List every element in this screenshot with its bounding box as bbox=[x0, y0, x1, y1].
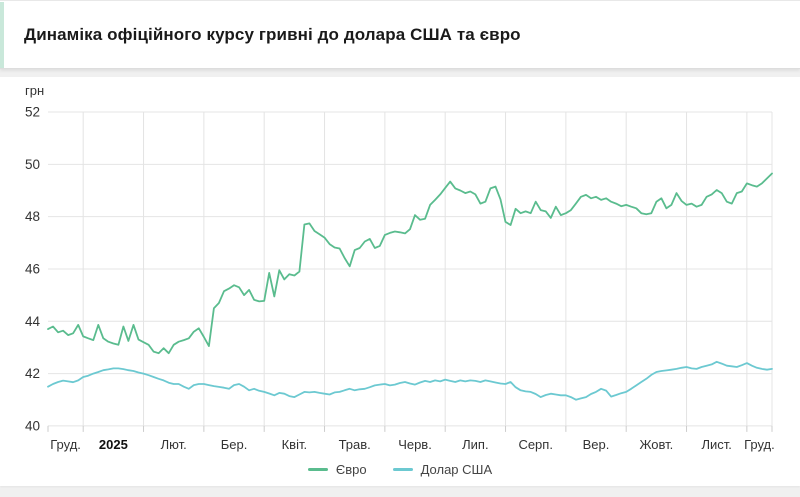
chart-card: 52 50 48 46 44 42 40 грн Груд. 2025 Лют. Бер. Квіт. Т… bbox=[0, 77, 800, 486]
y-axis-unit-label: грн bbox=[25, 83, 44, 98]
title-card: Динаміка офіційного курсу гривні до дола… bbox=[0, 0, 800, 69]
y-tick-label: 50 bbox=[25, 157, 40, 172]
legend-item-usd[interactable]: Долар США bbox=[392, 462, 493, 477]
x-tick-label: Вер. bbox=[583, 437, 610, 452]
y-tick-label: 42 bbox=[25, 366, 40, 381]
legend-label-euro: Євро bbox=[335, 462, 367, 477]
y-tick-label: 48 bbox=[25, 209, 40, 224]
usd-line bbox=[47, 360, 773, 401]
y-tick-label: 40 bbox=[25, 418, 40, 433]
chart-legend: Євро Долар США bbox=[0, 462, 800, 477]
x-tick-label: Груд. bbox=[50, 437, 81, 452]
legend-label-usd: Долар США bbox=[420, 462, 493, 477]
x-tick-label: Лист. bbox=[701, 437, 731, 452]
x-tick-label: Груд. bbox=[744, 437, 775, 452]
x-tick-label: 2025 bbox=[99, 437, 128, 452]
y-axis-labels: 52 50 48 46 44 42 40 bbox=[25, 105, 41, 434]
x-axis-ticks bbox=[47, 425, 773, 432]
exchange-rate-chart: 52 50 48 46 44 42 40 грн Груд. 2025 Лют. Бер. Квіт. Т… bbox=[25, 83, 775, 452]
y-tick-label: 44 bbox=[25, 314, 41, 329]
euro-line bbox=[47, 172, 773, 355]
euro-line-swatch bbox=[307, 468, 328, 471]
usd-line-swatch bbox=[392, 468, 413, 471]
grid-lines bbox=[48, 111, 773, 427]
x-axis-labels: Груд. 2025 Лют. Бер. Квіт. Трав. Черв. Лип. Серп… bbox=[50, 437, 775, 452]
legend-item-euro[interactable]: Євро bbox=[307, 462, 367, 477]
page-title: Динаміка офіційного курсу гривні до дола… bbox=[24, 24, 521, 44]
x-tick-label: Серп. bbox=[518, 437, 553, 452]
x-tick-label: Жовт. bbox=[639, 437, 673, 452]
x-tick-label: Лют. bbox=[161, 437, 187, 452]
x-tick-label: Лип. bbox=[462, 437, 488, 452]
y-tick-label: 52 bbox=[25, 105, 40, 120]
x-tick-label: Трав. bbox=[339, 437, 371, 452]
y-tick-label: 46 bbox=[25, 261, 40, 276]
x-tick-label: Квіт. bbox=[282, 437, 308, 452]
title-accent-bar bbox=[0, 2, 4, 68]
x-tick-label: Черв. bbox=[398, 437, 432, 452]
x-tick-label: Бер. bbox=[221, 437, 248, 452]
